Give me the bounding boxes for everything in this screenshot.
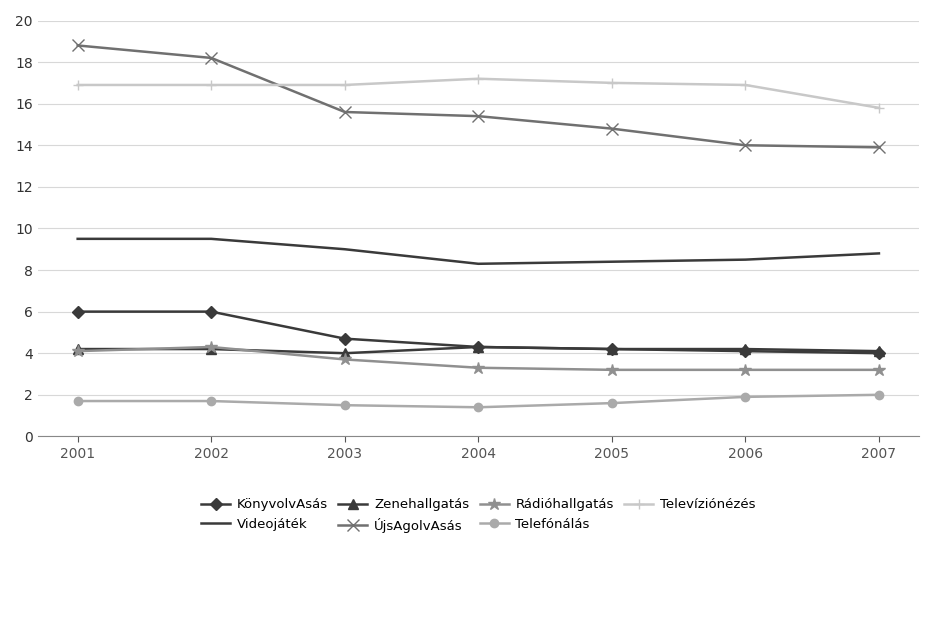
Legend: KönyvolvAsás, Videojáték, Zenehallgatás, ÚjsAgolvAsás, Rádióhallgatás, Telefónál: KönyvolvAsás, Videojáték, Zenehallgatás,… [196, 493, 760, 538]
